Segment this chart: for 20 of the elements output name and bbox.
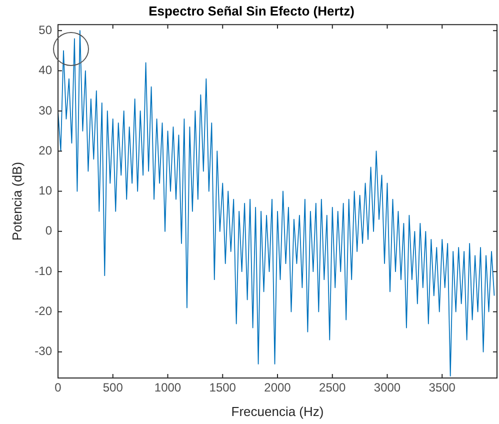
x-tick-label: 1500 bbox=[209, 380, 236, 395]
x-tick-label: 500 bbox=[102, 380, 124, 395]
y-axis-title: Potencia (dB) bbox=[9, 162, 24, 241]
chart-title: Espectro Señal Sin Efecto (Hertz) bbox=[148, 3, 354, 18]
y-tick-label: 30 bbox=[38, 103, 52, 118]
y-tick-label: 10 bbox=[38, 184, 52, 198]
y-tick-label: -30 bbox=[34, 344, 52, 358]
x-tick-label: 3500 bbox=[428, 380, 456, 395]
y-tick-label: 0 bbox=[45, 224, 52, 238]
x-tick-label: 2500 bbox=[319, 380, 346, 395]
x-tick-label: 2000 bbox=[264, 380, 292, 395]
y-tick-label: -10 bbox=[34, 264, 52, 278]
x-tick-label: 1000 bbox=[154, 380, 182, 395]
y-tick-label: -20 bbox=[34, 304, 52, 318]
y-tick-label: 50 bbox=[38, 22, 52, 37]
x-tick-label: 3000 bbox=[374, 380, 401, 395]
y-tick-label: 20 bbox=[38, 143, 52, 158]
x-axis-title: Frecuencia (Hz) bbox=[231, 404, 324, 419]
y-tick-label: 40 bbox=[38, 63, 52, 78]
x-tick-label: 0 bbox=[54, 380, 62, 395]
